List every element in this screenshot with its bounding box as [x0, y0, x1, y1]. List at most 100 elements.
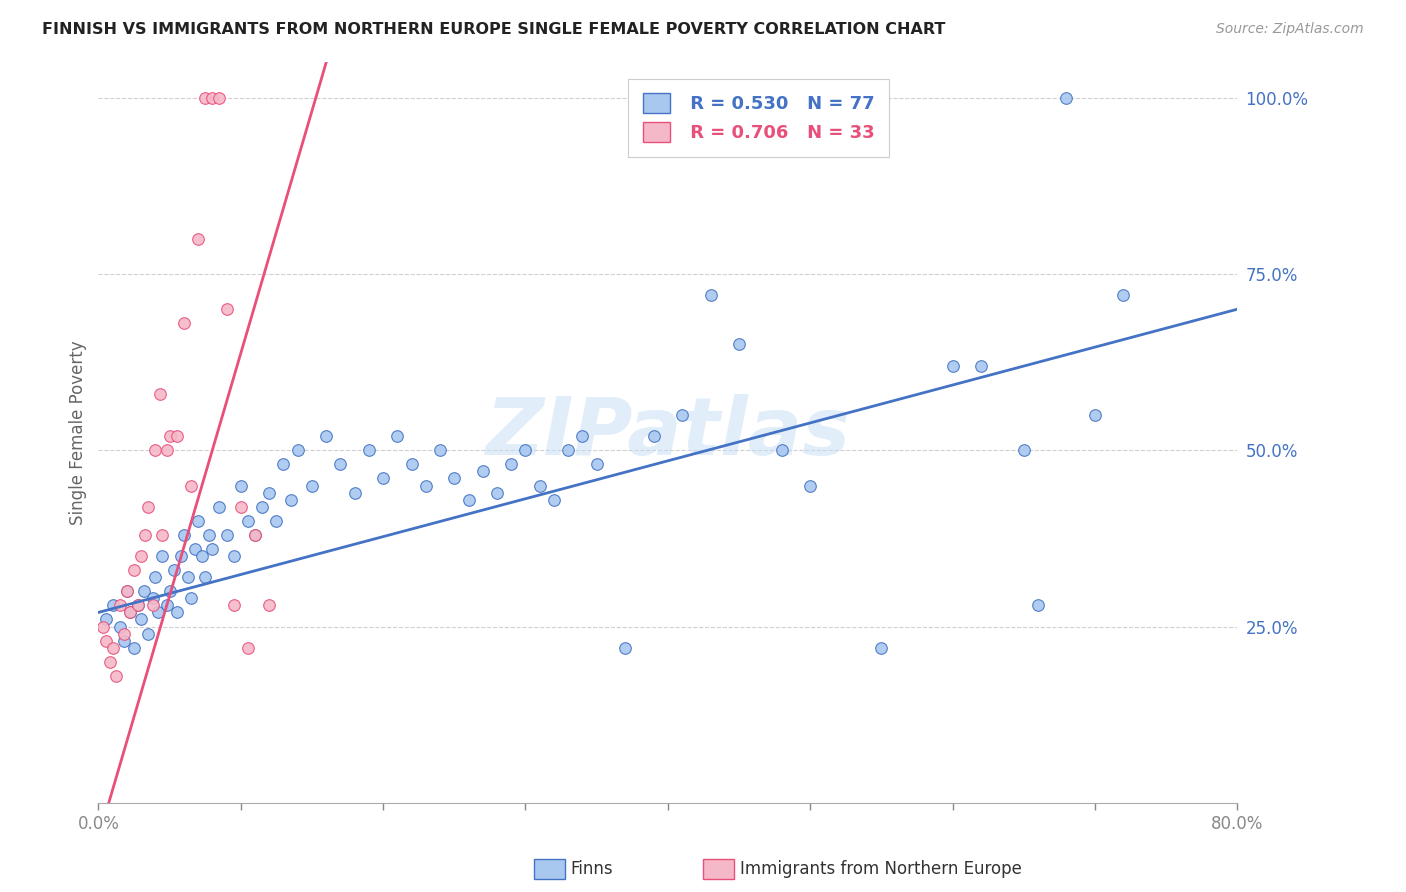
Point: [699, 288, 721, 302]
Text: ZIPatlas: ZIPatlas: [485, 393, 851, 472]
Point: [259, 599, 281, 613]
Legend:  R = 0.530   N = 77,  R = 0.706   N = 33: R = 0.530 N = 77, R = 0.706 N = 33: [628, 78, 890, 157]
Point: [250, 500, 273, 514]
Point: [1112, 288, 1135, 302]
Point: [222, 599, 245, 613]
Point: [1084, 408, 1107, 422]
Text: Immigrants from Northern Europe: Immigrants from Northern Europe: [740, 860, 1021, 878]
Point: [614, 640, 637, 655]
Point: [198, 528, 221, 542]
Point: [115, 584, 138, 599]
Point: [180, 591, 202, 606]
Point: [191, 549, 214, 563]
Point: [141, 599, 163, 613]
Point: [112, 633, 135, 648]
Point: [129, 549, 152, 563]
Point: [236, 640, 259, 655]
Point: [156, 599, 179, 613]
Point: [159, 584, 181, 599]
Point: [1026, 599, 1049, 613]
Point: [215, 528, 238, 542]
Point: [557, 443, 579, 458]
Point: [187, 514, 209, 528]
Point: [101, 640, 124, 655]
Point: [104, 669, 127, 683]
Point: [91, 619, 114, 633]
Point: [194, 91, 217, 105]
Point: [163, 563, 186, 577]
Point: [122, 640, 145, 655]
Point: [970, 359, 993, 373]
Point: [127, 599, 149, 613]
Point: [118, 606, 141, 620]
Point: [118, 606, 141, 620]
Text: FINNISH VS IMMIGRANTS FROM NORTHERN EUROPE SINGLE FEMALE POVERTY CORRELATION CHA: FINNISH VS IMMIGRANTS FROM NORTHERN EURO…: [42, 22, 946, 37]
Point: [486, 485, 509, 500]
Point: [122, 563, 145, 577]
Point: [259, 485, 281, 500]
Point: [1012, 443, 1035, 458]
Point: [273, 458, 295, 472]
Point: [180, 478, 202, 492]
Point: [215, 302, 238, 317]
Point: [529, 478, 551, 492]
Point: [108, 599, 131, 613]
Point: [170, 549, 193, 563]
Point: [236, 514, 259, 528]
Point: [94, 612, 117, 626]
Point: [132, 584, 155, 599]
Point: [443, 471, 465, 485]
Point: [671, 408, 693, 422]
Point: [134, 528, 156, 542]
Point: [515, 443, 537, 458]
Point: [643, 429, 665, 443]
Point: [136, 500, 159, 514]
Point: [728, 337, 751, 351]
Point: [243, 528, 266, 542]
Point: [799, 478, 821, 492]
Point: [280, 492, 302, 507]
Point: [243, 528, 266, 542]
Point: [585, 458, 607, 472]
Point: [429, 443, 451, 458]
Point: [156, 443, 179, 458]
Point: [136, 626, 159, 640]
Point: [187, 232, 209, 246]
Point: [870, 640, 893, 655]
Point: [501, 458, 523, 472]
Point: [101, 599, 124, 613]
Point: [208, 500, 231, 514]
Point: [152, 549, 174, 563]
Point: [229, 500, 252, 514]
Point: [166, 606, 188, 620]
Point: [141, 591, 163, 606]
Point: [184, 541, 207, 556]
Point: [201, 91, 224, 105]
Text: Finns: Finns: [571, 860, 613, 878]
Point: [148, 606, 170, 620]
Point: [112, 626, 135, 640]
Point: [266, 514, 288, 528]
Point: [166, 429, 188, 443]
Point: [173, 528, 195, 542]
Point: [942, 359, 965, 373]
Point: [229, 478, 252, 492]
Point: [571, 429, 593, 443]
Point: [373, 471, 395, 485]
Point: [173, 316, 195, 330]
Point: [159, 429, 181, 443]
Point: [194, 570, 217, 584]
Point: [401, 458, 423, 472]
Point: [222, 549, 245, 563]
Point: [301, 478, 323, 492]
Point: [129, 612, 152, 626]
Point: [145, 570, 167, 584]
Point: [287, 443, 309, 458]
Point: [145, 443, 167, 458]
Point: [357, 443, 380, 458]
Point: [115, 584, 138, 599]
Point: [770, 443, 793, 458]
Y-axis label: Single Female Poverty: Single Female Poverty: [69, 341, 87, 524]
Point: [98, 655, 121, 669]
Point: [149, 387, 172, 401]
